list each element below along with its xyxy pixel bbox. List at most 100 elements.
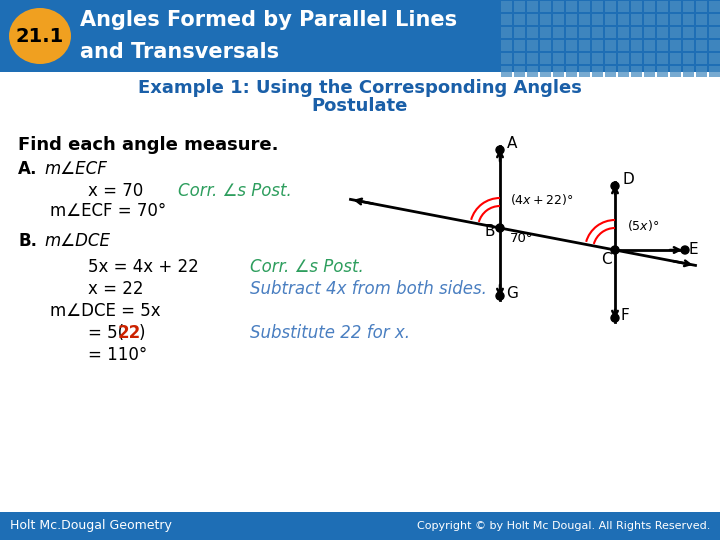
Bar (644, 1, 655, 12)
Bar (657, 14, 668, 25)
Bar (540, 14, 551, 25)
Text: B: B (484, 224, 495, 239)
Bar (683, 14, 694, 25)
Bar (605, 14, 616, 25)
Text: Angles Formed by Parallel Lines: Angles Formed by Parallel Lines (80, 10, 457, 30)
Bar (709, 66, 720, 77)
Text: A: A (507, 136, 518, 151)
Bar (592, 14, 603, 25)
Bar (514, 27, 525, 38)
Ellipse shape (9, 8, 71, 64)
Bar (514, 66, 525, 77)
Bar (540, 40, 551, 51)
Bar (670, 14, 681, 25)
Text: Corr. ∠s Post.: Corr. ∠s Post. (178, 182, 292, 200)
Bar (553, 53, 564, 64)
Text: Holt Mc.Dougal Geometry: Holt Mc.Dougal Geometry (10, 519, 172, 532)
Text: m∠DCE: m∠DCE (44, 232, 110, 250)
Circle shape (611, 314, 619, 322)
Text: Subtract 4x from both sides.: Subtract 4x from both sides. (250, 280, 487, 298)
Bar (696, 53, 707, 64)
Bar (618, 40, 629, 51)
Text: m∠ECF: m∠ECF (44, 160, 107, 178)
Bar (618, 27, 629, 38)
Bar (527, 1, 538, 12)
Text: A.: A. (18, 160, 37, 178)
Text: 70°: 70° (510, 232, 534, 245)
Bar (644, 66, 655, 77)
Bar (566, 40, 577, 51)
Text: $(4x + 22)°$: $(4x + 22)°$ (510, 192, 573, 207)
Circle shape (611, 182, 619, 190)
Bar (0, 0, 720, 72)
Text: ): ) (139, 324, 145, 342)
Text: D: D (622, 172, 634, 187)
Bar (592, 66, 603, 77)
Bar (605, 27, 616, 38)
Bar (592, 40, 603, 51)
Bar (631, 27, 642, 38)
Bar (657, 40, 668, 51)
Bar (670, 40, 681, 51)
Text: = 5(: = 5( (88, 324, 124, 342)
Bar (553, 14, 564, 25)
Circle shape (496, 292, 504, 300)
Bar (683, 66, 694, 77)
Bar (514, 14, 525, 25)
Bar (657, 27, 668, 38)
Bar (0, 512, 720, 540)
Bar (566, 27, 577, 38)
Bar (527, 53, 538, 64)
Bar (527, 66, 538, 77)
Bar (566, 66, 577, 77)
Text: x = 70: x = 70 (88, 182, 143, 200)
Bar (540, 1, 551, 12)
Bar (540, 66, 551, 77)
Bar (579, 40, 590, 51)
Text: = 110°: = 110° (88, 346, 148, 364)
Text: m∠DCE = 5x: m∠DCE = 5x (50, 302, 161, 320)
Bar (696, 40, 707, 51)
Bar (527, 27, 538, 38)
Bar (566, 14, 577, 25)
Bar (631, 14, 642, 25)
Text: G: G (506, 286, 518, 301)
Text: C: C (601, 252, 611, 267)
Text: 22: 22 (118, 324, 141, 342)
Bar (670, 66, 681, 77)
Bar (670, 53, 681, 64)
Text: x = 22: x = 22 (88, 280, 143, 298)
Bar (709, 1, 720, 12)
Bar (605, 1, 616, 12)
Text: m∠ECF = 70°: m∠ECF = 70° (50, 202, 166, 220)
Bar (657, 53, 668, 64)
Bar (709, 53, 720, 64)
Text: Copyright © by Holt Mc Dougal. All Rights Reserved.: Copyright © by Holt Mc Dougal. All Right… (417, 521, 710, 531)
Bar (618, 1, 629, 12)
Bar (579, 27, 590, 38)
Bar (514, 53, 525, 64)
Bar (683, 27, 694, 38)
Text: B.: B. (18, 232, 37, 250)
Bar (618, 66, 629, 77)
Bar (553, 1, 564, 12)
Bar (709, 40, 720, 51)
Bar (644, 53, 655, 64)
Text: 5x = 4x + 22: 5x = 4x + 22 (88, 258, 199, 276)
Bar (605, 53, 616, 64)
Text: and Transversals: and Transversals (80, 42, 279, 62)
Bar (527, 14, 538, 25)
Bar (566, 1, 577, 12)
Text: 21.1: 21.1 (16, 26, 64, 45)
Bar (501, 1, 512, 12)
Bar (501, 53, 512, 64)
Bar (709, 14, 720, 25)
Bar (618, 53, 629, 64)
Bar (527, 40, 538, 51)
Bar (696, 1, 707, 12)
Bar (501, 27, 512, 38)
Bar (631, 40, 642, 51)
Bar (670, 27, 681, 38)
Bar (683, 40, 694, 51)
Bar (540, 53, 551, 64)
